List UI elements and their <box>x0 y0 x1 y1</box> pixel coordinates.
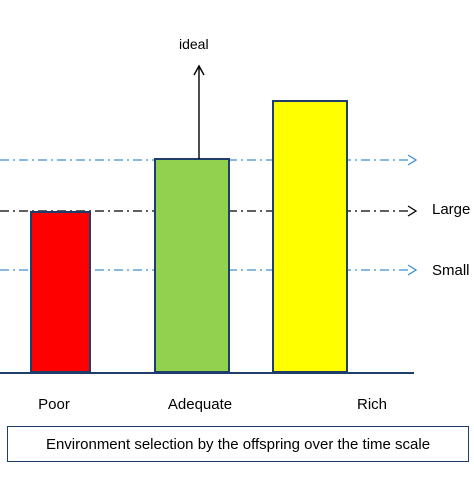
large-label: Large <box>432 201 471 218</box>
ideal-label: ideal <box>179 36 209 52</box>
category-label-poor: Poor <box>38 396 70 413</box>
ideal-arrow <box>193 64 205 159</box>
bar-poor <box>30 211 91 373</box>
small-label: Small <box>432 262 470 279</box>
bar-adequate <box>154 158 230 373</box>
category-label-rich: Rich <box>356 396 387 413</box>
caption-text: Environment selection by the offspring o… <box>45 436 431 453</box>
bar-rich <box>272 100 348 373</box>
caption-box: Environment selection by the offspring o… <box>7 426 469 462</box>
category-label-adequate: Adequate <box>167 396 233 413</box>
